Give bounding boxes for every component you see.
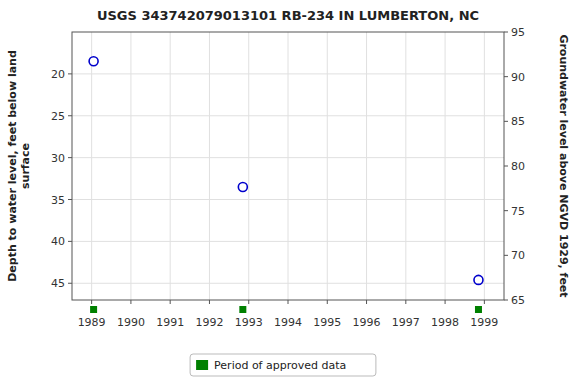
axis-label: Groundwater level above NGVD 1929, feet — [557, 34, 570, 297]
tick — [327, 300, 328, 304]
grid-line — [445, 32, 446, 300]
tick — [366, 300, 367, 304]
grid-line — [72, 157, 504, 158]
legend-swatch — [196, 360, 208, 370]
tick — [504, 121, 508, 122]
tick-label: 1995 — [313, 316, 341, 329]
tick-label: 1991 — [156, 316, 184, 329]
grid-line — [288, 32, 289, 300]
grid-line — [170, 32, 171, 300]
period-marker — [90, 306, 97, 313]
tick — [445, 300, 446, 304]
chart: 1989 1990 1991 1992 1993 1994 1995 1996 1997 1998… — [0, 0, 576, 384]
grid-line — [72, 241, 504, 242]
tick — [91, 300, 92, 304]
tick-label: 95 — [511, 26, 525, 39]
tick-label: 20 — [51, 68, 65, 81]
points — [89, 57, 483, 285]
tick-label: 1997 — [392, 316, 420, 329]
grid — [72, 32, 504, 300]
tick-label: 1990 — [117, 316, 145, 329]
title: USGS 343742079013101 RB-234 IN LUMBERTON… — [97, 8, 479, 23]
tick — [248, 300, 249, 304]
axis-label: Depth to water level, feet below landsur… — [6, 50, 32, 282]
tick — [288, 300, 289, 304]
tick-label: 1989 — [78, 316, 106, 329]
tick — [68, 73, 72, 74]
grid-line — [130, 32, 131, 300]
tick-label: 1999 — [470, 316, 498, 329]
tick — [68, 157, 72, 158]
tick — [130, 300, 131, 304]
period-marker — [239, 306, 246, 313]
grid-line — [248, 32, 249, 300]
tick-label: 30 — [51, 152, 65, 165]
tick-label: 1998 — [431, 316, 459, 329]
tick-label: 65 — [511, 294, 525, 307]
tick — [504, 166, 508, 167]
grid-line — [366, 32, 367, 300]
tick-label: 90 — [511, 71, 525, 84]
tick-label: 1996 — [353, 316, 381, 329]
tick-label: 70 — [511, 249, 525, 262]
grid-line — [405, 32, 406, 300]
tick — [68, 199, 72, 200]
grid-line — [72, 115, 504, 116]
point — [238, 182, 247, 191]
tick-label: 45 — [51, 277, 65, 290]
tick-label: 85 — [511, 115, 525, 128]
plot-frame — [72, 32, 504, 300]
tick-label: 1994 — [274, 316, 302, 329]
tick — [504, 300, 508, 301]
grid-line — [91, 32, 92, 300]
grid-line — [72, 199, 504, 200]
y-axis: 20 25 30 35 40 45 — [51, 68, 72, 290]
period-markers — [90, 306, 482, 313]
grid-line — [72, 73, 504, 74]
period-marker — [475, 306, 482, 313]
grid-line — [327, 32, 328, 300]
tick — [170, 300, 171, 304]
point — [89, 57, 98, 66]
tick-label: 80 — [511, 160, 525, 173]
legend-box — [190, 354, 376, 376]
y2-axis: 65 70 75 80 85 90 95 — [504, 26, 525, 307]
tick-label: 25 — [51, 110, 65, 123]
tick-label: 35 — [51, 194, 65, 207]
tick — [68, 283, 72, 284]
grid-line — [209, 32, 210, 300]
grid-line — [484, 32, 485, 300]
tick — [68, 241, 72, 242]
x-axis: 1989 1990 1991 1992 1993 1994 1995 1996 1997 1998… — [78, 300, 499, 329]
tick-label: 1993 — [235, 316, 263, 329]
tick — [504, 76, 508, 77]
legend-label: Period of approved data — [214, 359, 346, 372]
tick — [504, 32, 508, 33]
tick — [484, 300, 485, 304]
tick — [405, 300, 406, 304]
point — [474, 275, 483, 284]
tick — [504, 210, 508, 211]
legend: Period of approved data — [190, 354, 376, 376]
tick — [68, 115, 72, 116]
tick-label: 75 — [511, 205, 525, 218]
tick — [209, 300, 210, 304]
grid-line — [72, 283, 504, 284]
tick-label: 40 — [51, 235, 65, 248]
tick — [504, 255, 508, 256]
tick-label: 1992 — [195, 316, 223, 329]
